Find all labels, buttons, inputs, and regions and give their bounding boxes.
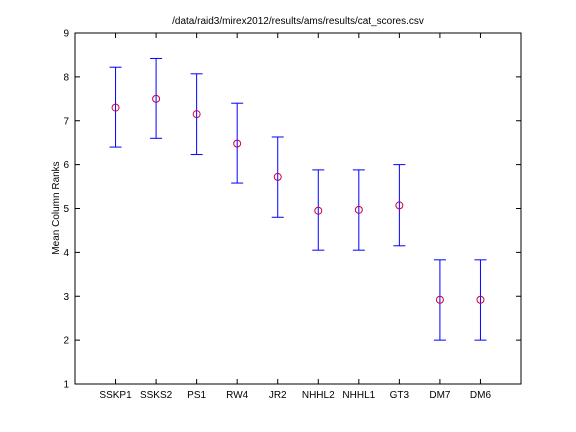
y-axis-label: Mean Column Ranks — [51, 161, 62, 254]
x-tick-label-3: RW4 — [226, 390, 248, 401]
y-tick-label-3: 4 — [63, 248, 69, 259]
x-tick-label-4: JR2 — [269, 390, 287, 401]
x-tick-label-6: NHHL1 — [342, 390, 375, 401]
y-tick-label-6: 7 — [63, 116, 69, 127]
y-tick-label-1: 2 — [63, 336, 69, 347]
mean-marker-7 — [395, 201, 404, 210]
x-tick-label-7: GT3 — [390, 390, 410, 401]
x-axis: SSKP1 SSKS2 PS1 RW4 JR2 NHHL2 NHHL1 GT3 DM7 DM6 — [99, 33, 491, 401]
plot-area — [74, 32, 522, 385]
y-tick-label-0: 1 — [63, 380, 69, 391]
y-tick-label-8: 9 — [63, 29, 69, 40]
y-tick-label-5: 6 — [63, 160, 69, 171]
y-tick-label-2: 3 — [63, 292, 69, 303]
mean-marker-4 — [273, 172, 282, 181]
x-tick-label-5: NHHL2 — [302, 390, 335, 401]
y-tick-label-4: 5 — [63, 204, 69, 215]
x-tick-label-8: DM7 — [429, 390, 451, 401]
mean-marker-3 — [233, 139, 242, 148]
y-axis: 1 2 3 4 5 6 7 8 9 — [63, 29, 521, 391]
mean-marker-6 — [354, 205, 363, 214]
mean-marker-5 — [314, 206, 323, 215]
x-tick-label-1: SSKS2 — [140, 390, 173, 401]
mean-marker-8 — [435, 295, 444, 304]
error-bars — [109, 57, 487, 341]
mean-marker-0 — [111, 103, 120, 112]
x-tick-label-0: SSKP1 — [99, 390, 132, 401]
y-tick-label-7: 8 — [63, 72, 69, 83]
x-tick-label-9: DM6 — [470, 390, 492, 401]
x-tick-label-2: PS1 — [187, 390, 206, 401]
mean-marker-9 — [476, 295, 485, 304]
chart-title: /data/raid3/mirex2012/results/ams/result… — [172, 16, 424, 27]
mean-marker-2 — [192, 110, 201, 119]
mean-marker-1 — [152, 94, 161, 103]
